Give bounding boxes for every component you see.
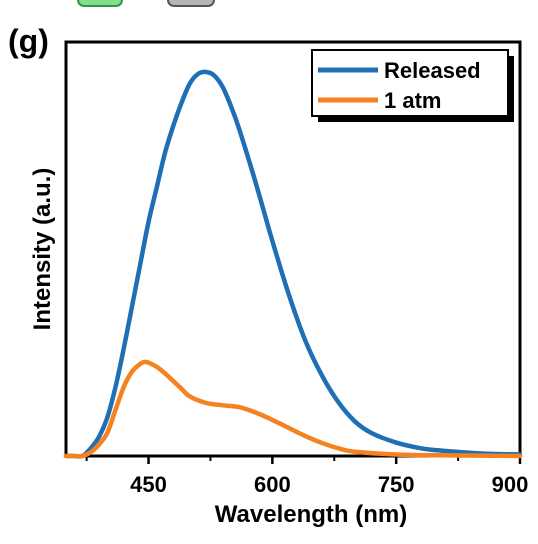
panel-label: (g) [8,23,49,59]
plot-frame [64,40,522,458]
legend-label-released: Released [384,58,481,83]
legend-label-1-atm: 1 atm [384,88,441,113]
green-vial-icon [77,0,123,7]
y-axis-title: Intensity (a.u.) [29,168,56,331]
series-line-1-atm [63,359,523,459]
x-tick-label-600: 600 [254,472,291,497]
x-axis-tick-labels: 450 600 750 900 [130,472,528,497]
series-layer [63,69,523,459]
cropped-header-icons [77,0,215,7]
gray-vial-icon [167,0,215,7]
x-tick-label-450: 450 [130,472,167,497]
x-tick-label-750: 750 [378,472,415,497]
x-axis-title: Wavelength (nm) [215,501,407,528]
legend-box [311,49,509,117]
legend: Released 1 atm [311,49,514,122]
series-line-released [63,69,523,459]
x-tick-label-900: 900 [492,472,529,497]
